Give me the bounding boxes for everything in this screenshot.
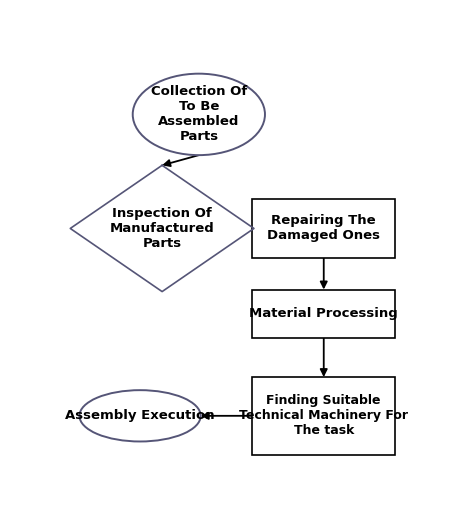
Text: Collection Of
To Be
Assembled
Parts: Collection Of To Be Assembled Parts (151, 85, 247, 143)
Bar (252, 199, 395, 258)
Text: Inspection Of
Manufactured
Parts: Inspection Of Manufactured Parts (110, 207, 214, 250)
Ellipse shape (80, 390, 201, 442)
Text: Assembly Execution: Assembly Execution (65, 409, 215, 422)
Text: Finding Suitable
Technical Machinery For
The task: Finding Suitable Technical Machinery For… (239, 394, 408, 437)
Text: Repairing The
Damaged Ones: Repairing The Damaged Ones (267, 214, 380, 242)
Text: Material Processing: Material Processing (249, 307, 398, 321)
Polygon shape (70, 165, 254, 291)
Ellipse shape (133, 74, 265, 155)
Bar (252, 289, 395, 339)
Bar (252, 377, 395, 454)
